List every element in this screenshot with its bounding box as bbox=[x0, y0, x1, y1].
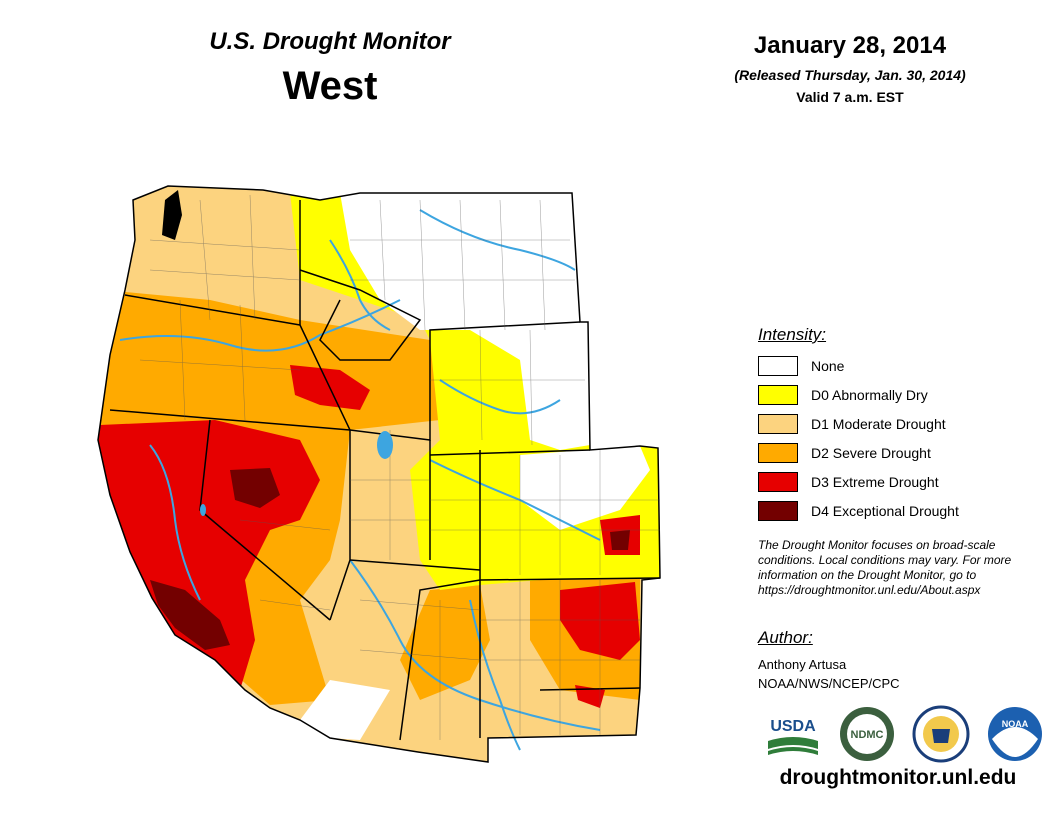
state-borders bbox=[97, 185, 661, 763]
rivers bbox=[119, 209, 601, 751]
legend-item-d0: D0 Abnormally Dry bbox=[758, 384, 928, 406]
drought-map bbox=[97, 185, 661, 763]
legend-label: D2 Severe Drought bbox=[811, 445, 931, 461]
lake-tahoe bbox=[200, 504, 206, 516]
legend-label: D1 Moderate Drought bbox=[811, 416, 946, 432]
d4-area-california bbox=[150, 580, 230, 650]
d2-area-nm bbox=[400, 585, 490, 700]
legend-label: None bbox=[811, 358, 845, 374]
release-date: (Released Thursday, Jan. 30, 2014) bbox=[734, 67, 966, 83]
svg-text:NDMC: NDMC bbox=[851, 729, 884, 741]
author-heading: Author: bbox=[758, 628, 813, 647]
d4-area-kansas bbox=[610, 530, 630, 550]
legend-swatch-d0 bbox=[758, 385, 798, 405]
author-org: NOAA/NWS/NCEP/CPC bbox=[758, 676, 900, 691]
legend-swatch-d1 bbox=[758, 414, 798, 434]
disclaimer-note: The Drought Monitor focuses on broad-sca… bbox=[758, 538, 1012, 597]
d4-area-nevada bbox=[230, 468, 280, 508]
map-product-title: U.S. Drought Monitor bbox=[209, 28, 451, 55]
valid-time: Valid 7 a.m. EST bbox=[796, 89, 904, 105]
none-area-north bbox=[340, 193, 590, 450]
legend-label: D0 Abnormally Dry bbox=[811, 387, 928, 403]
legend-swatch-d4 bbox=[758, 501, 798, 521]
puget-sound bbox=[162, 190, 182, 240]
region-title: West bbox=[282, 64, 378, 108]
d3-area-ok bbox=[575, 685, 605, 708]
legend-swatch-none bbox=[758, 356, 798, 376]
map-date: January 28, 2014 bbox=[753, 32, 947, 59]
author-name: Anthony Artusa bbox=[758, 657, 847, 672]
legend-item-d4: D4 Exceptional Drought bbox=[758, 500, 959, 522]
legend-swatch-d2 bbox=[758, 443, 798, 463]
legend-swatch-d3 bbox=[758, 472, 798, 492]
svg-text:USDA: USDA bbox=[770, 718, 816, 735]
legend-label: D3 Extreme Drought bbox=[811, 474, 939, 490]
svg-text:NOAA: NOAA bbox=[1002, 719, 1029, 729]
commerce-seal[interactable] bbox=[912, 705, 970, 763]
legend-item-none: None bbox=[758, 355, 844, 377]
noaa-logo[interactable]: NOAA bbox=[986, 705, 1044, 763]
great-salt-lake bbox=[377, 431, 393, 459]
county-lines bbox=[139, 194, 660, 740]
ndmc-logo[interactable]: NDMC bbox=[838, 705, 896, 763]
legend-item-d1: D1 Moderate Drought bbox=[758, 413, 946, 435]
legend-title: Intensity: bbox=[758, 325, 827, 344]
legend-item-d2: D2 Severe Drought bbox=[758, 442, 931, 464]
usda-logo[interactable]: USDA bbox=[764, 705, 822, 763]
legend-label: D4 Exceptional Drought bbox=[811, 503, 959, 519]
legend-item-d3: D3 Extreme Drought bbox=[758, 471, 939, 493]
none-area-az bbox=[300, 680, 390, 740]
none-area-ne bbox=[520, 446, 650, 530]
website-link[interactable]: droughtmonitor.unl.edu bbox=[779, 766, 1017, 789]
